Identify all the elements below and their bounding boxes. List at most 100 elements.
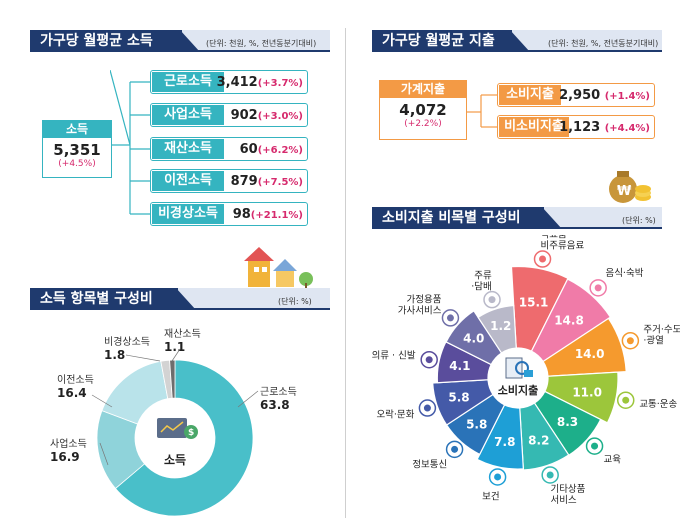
income-donut-slice — [101, 360, 169, 425]
income-total-value: 5,351 — [53, 141, 101, 159]
consumption-category-label: 정보통신 — [412, 459, 447, 470]
income-comp-header-arrow — [176, 288, 196, 310]
expense-total-change: (+2.2%) — [404, 119, 442, 129]
consumption-category-label: 교통·운송 — [639, 399, 677, 410]
income-source-amount: 902 — [230, 108, 258, 123]
consumption-segment — [544, 371, 619, 424]
houses-icon — [244, 247, 313, 289]
expense-item-change: (+1.4%) — [604, 91, 650, 102]
income-donut-slice — [114, 359, 254, 517]
income-donut-leader — [99, 442, 109, 466]
consumption-category-label: 보건 — [482, 492, 499, 503]
expense-item-amount: 2,950 — [559, 88, 605, 103]
expense-item-label: 소비지출 — [499, 85, 561, 105]
income-comp-header-unit: (단위: %) — [278, 297, 312, 306]
income-source-value: 879(+7.5%) — [231, 174, 303, 189]
income-source-value: 60(+6.2%) — [240, 142, 303, 157]
consumption-category-label: 음식·숙박 — [605, 268, 643, 279]
consumption-value-label: 15.1 — [519, 295, 549, 309]
income-source-label: 사업소득 — [152, 105, 224, 125]
income-donut-value-label: 63.8 — [260, 398, 290, 412]
income-source-amount: 879 — [230, 174, 258, 189]
income-source-value: 902(+3.0%) — [231, 108, 303, 123]
expense-total-box: 가계지출 4,072 (+2.2%) — [379, 80, 467, 140]
income-source-change: (+7.5%) — [257, 177, 303, 188]
income-source-row: 비경상소득 98(+21.1%) — [150, 202, 308, 226]
income-source-value: 3,412(+3.7%) — [217, 75, 303, 90]
income-source-value: 98(+21.1%) — [233, 207, 303, 222]
consumption-segment — [530, 278, 612, 363]
consumption-value-label: 8.2 — [528, 434, 549, 448]
income-source-amount: 60 — [239, 142, 258, 157]
consumption-value-label: 4.1 — [449, 359, 470, 373]
consumption-category-label: ·담배 — [471, 281, 492, 293]
expense-item-amount: 1,123 — [559, 120, 605, 135]
consumption-category-label: ·광열 — [643, 334, 664, 346]
expense-total-label: 가계지출 — [380, 81, 466, 98]
consumption-category-label: 주류 — [474, 271, 492, 282]
consumption-category-label: 주거·수도 — [643, 324, 680, 335]
consumption-header-unit: (단위: %) — [622, 216, 656, 225]
income-total-label: 소득 — [43, 121, 111, 138]
income-donut-leader — [91, 394, 113, 408]
consumption-segment — [510, 265, 569, 352]
svg-text:$: $ — [188, 428, 194, 438]
consumption-header-title: 소비지출 비목별 구성비 — [372, 207, 544, 229]
income-donut-value-label: 16.4 — [57, 386, 87, 400]
income-donut-slice — [169, 359, 176, 399]
consumption-category-label: 교육 — [603, 454, 621, 465]
income-donut-leader — [237, 390, 259, 408]
income-source-row: 근로소득 3,412(+3.7%) — [150, 70, 308, 94]
income-donut-leader — [125, 354, 161, 362]
consumption-segment — [519, 402, 570, 471]
expense-item-value: 1,123 (+4.4%) — [559, 120, 650, 135]
income-header-title: 가구당 월평균 소득 — [30, 30, 182, 52]
receipt-search-icon — [505, 357, 533, 379]
consumption-segment — [542, 317, 627, 377]
consumption-value-label: 14.8 — [554, 314, 584, 328]
income-header-unit: (단위: 천원, %, 전년동분기대비) — [206, 39, 317, 48]
income-bracket — [110, 70, 150, 215]
income-source-row: 재산소득 60(+6.2%) — [150, 137, 308, 161]
income-donut-category-label: 근로소득 — [260, 386, 297, 398]
consumption-value-label: 4.0 — [463, 332, 484, 346]
income-donut-category-label: 재산소득 — [164, 328, 201, 340]
section-divider — [345, 28, 346, 518]
income-source-label: 재산소득 — [152, 139, 224, 159]
consumption-value-label: 5.8 — [448, 391, 469, 405]
consumption-category-label: 가사서비스 — [398, 306, 442, 317]
consumption-category-label: 오락·문화 — [376, 408, 414, 420]
income-donut-value-label: 1.8 — [104, 348, 125, 362]
income-total-change: (+4.5%) — [58, 159, 96, 169]
consumption-category-label: 기타상품 — [550, 484, 585, 495]
income-source-amount: 98 — [232, 207, 251, 222]
consumption-category-label: 비주류음료 — [541, 240, 585, 251]
income-header-arrow — [180, 30, 200, 52]
income-donut-category-label: 이전소득 — [57, 374, 94, 386]
income-source-change: (+6.2%) — [257, 145, 303, 156]
consumption-value-label: 7.8 — [494, 435, 515, 449]
income-source-row: 이전소득 879(+7.5%) — [150, 169, 308, 193]
consumption-segment — [445, 310, 503, 366]
income-source-label: 이전소득 — [152, 171, 224, 191]
expense-bracket — [467, 94, 497, 128]
consumption-center-label: 소비지출 — [498, 383, 538, 397]
income-total-box: 소득 5,351 (+4.5%) — [42, 120, 112, 178]
income-source-label: 근로소득 — [152, 72, 224, 92]
consumption-value-label: 8.3 — [557, 415, 578, 429]
income-donut-leader — [171, 348, 181, 362]
income-comp-header-title: 소득 항목별 구성비 — [30, 288, 178, 310]
expense-item-label: 비소비지출 — [499, 117, 569, 137]
consumption-header-arrow — [542, 207, 562, 229]
income-source-amount: 3,412 — [216, 75, 258, 90]
consumption-segment — [477, 304, 517, 354]
consumption-value-label: 5.8 — [466, 417, 487, 431]
expense-header-title: 가구당 월평균 지출 — [372, 30, 512, 52]
income-source-change: (+21.1%) — [250, 210, 303, 221]
consumption-value-label: 1.2 — [490, 319, 511, 333]
income-donut-value-label: 16.9 — [50, 450, 80, 464]
expense-item-row: 소비지출 2,950 (+1.4%) — [497, 83, 655, 107]
money-bag-icon: ₩ — [609, 171, 651, 203]
income-donut-category-label: 비경상소득 — [104, 335, 150, 348]
